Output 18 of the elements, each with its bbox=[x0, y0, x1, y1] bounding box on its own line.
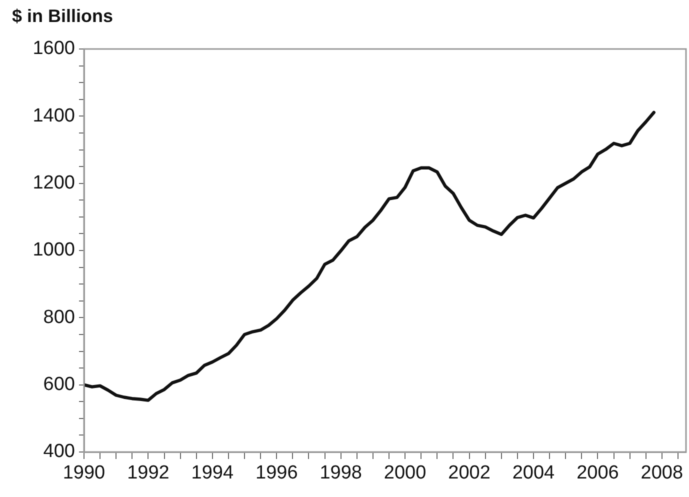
x-tick-label: 2008 bbox=[640, 462, 684, 484]
y-axis-title: $ in Billions bbox=[12, 6, 114, 27]
y-tick-label: 1400 bbox=[32, 105, 75, 126]
x-tick-label: 2004 bbox=[512, 462, 556, 484]
y-tick-label: 800 bbox=[43, 306, 75, 328]
y-tick-label: 1200 bbox=[32, 172, 75, 194]
y-tick-label: 600 bbox=[43, 374, 75, 396]
x-tick-label: 1994 bbox=[191, 462, 234, 484]
x-tick-label: 2000 bbox=[384, 462, 426, 484]
x-tick-label: 1990 bbox=[62, 462, 106, 484]
x-tick-label: 1996 bbox=[256, 462, 298, 484]
x-tick-label: 1992 bbox=[127, 462, 170, 484]
x-tick-label: 1998 bbox=[320, 462, 362, 484]
y-tick-label: 1600 bbox=[32, 38, 75, 60]
y-tick-label: 400 bbox=[43, 441, 75, 462]
x-tick-label: 2002 bbox=[448, 462, 490, 484]
y-tick-label: 1000 bbox=[32, 240, 75, 261]
x-tick-label: 2006 bbox=[576, 462, 619, 484]
